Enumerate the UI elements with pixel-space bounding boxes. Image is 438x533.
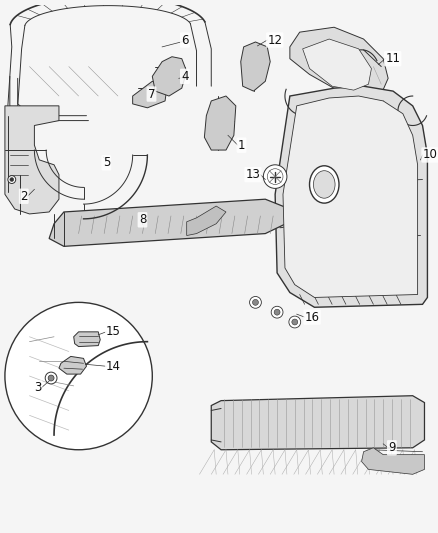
Text: 6: 6 [181, 34, 189, 46]
Text: 14: 14 [106, 360, 121, 373]
Circle shape [250, 296, 261, 308]
Polygon shape [275, 86, 427, 308]
Polygon shape [49, 199, 290, 246]
Polygon shape [211, 395, 424, 450]
Text: 5: 5 [102, 156, 110, 169]
Circle shape [8, 175, 16, 183]
Polygon shape [74, 332, 100, 346]
Text: 15: 15 [106, 325, 121, 338]
Text: 12: 12 [267, 34, 282, 46]
Ellipse shape [310, 166, 339, 203]
Circle shape [10, 177, 14, 182]
Text: 16: 16 [304, 311, 320, 324]
Circle shape [48, 375, 54, 381]
Text: 1: 1 [238, 139, 245, 152]
Text: 3: 3 [34, 381, 41, 394]
Circle shape [292, 319, 298, 325]
Circle shape [263, 165, 287, 188]
Circle shape [271, 306, 283, 318]
Text: 13: 13 [246, 168, 260, 181]
Circle shape [45, 372, 57, 384]
Polygon shape [152, 56, 187, 96]
Circle shape [274, 309, 280, 315]
Text: 2: 2 [20, 190, 28, 203]
Polygon shape [303, 39, 371, 90]
Ellipse shape [314, 171, 335, 198]
Polygon shape [187, 206, 226, 236]
Polygon shape [241, 42, 270, 91]
Polygon shape [59, 357, 86, 374]
Text: 7: 7 [148, 87, 155, 101]
Text: 8: 8 [139, 213, 146, 227]
Text: 10: 10 [423, 149, 438, 161]
Circle shape [253, 300, 258, 305]
Polygon shape [205, 96, 236, 150]
Text: 9: 9 [388, 441, 396, 454]
Polygon shape [133, 81, 167, 108]
Polygon shape [5, 106, 59, 214]
Circle shape [289, 316, 300, 328]
Polygon shape [362, 448, 424, 474]
Polygon shape [290, 27, 388, 98]
Text: 4: 4 [181, 70, 189, 83]
Polygon shape [283, 96, 417, 297]
Text: 11: 11 [385, 52, 400, 65]
Circle shape [5, 302, 152, 450]
